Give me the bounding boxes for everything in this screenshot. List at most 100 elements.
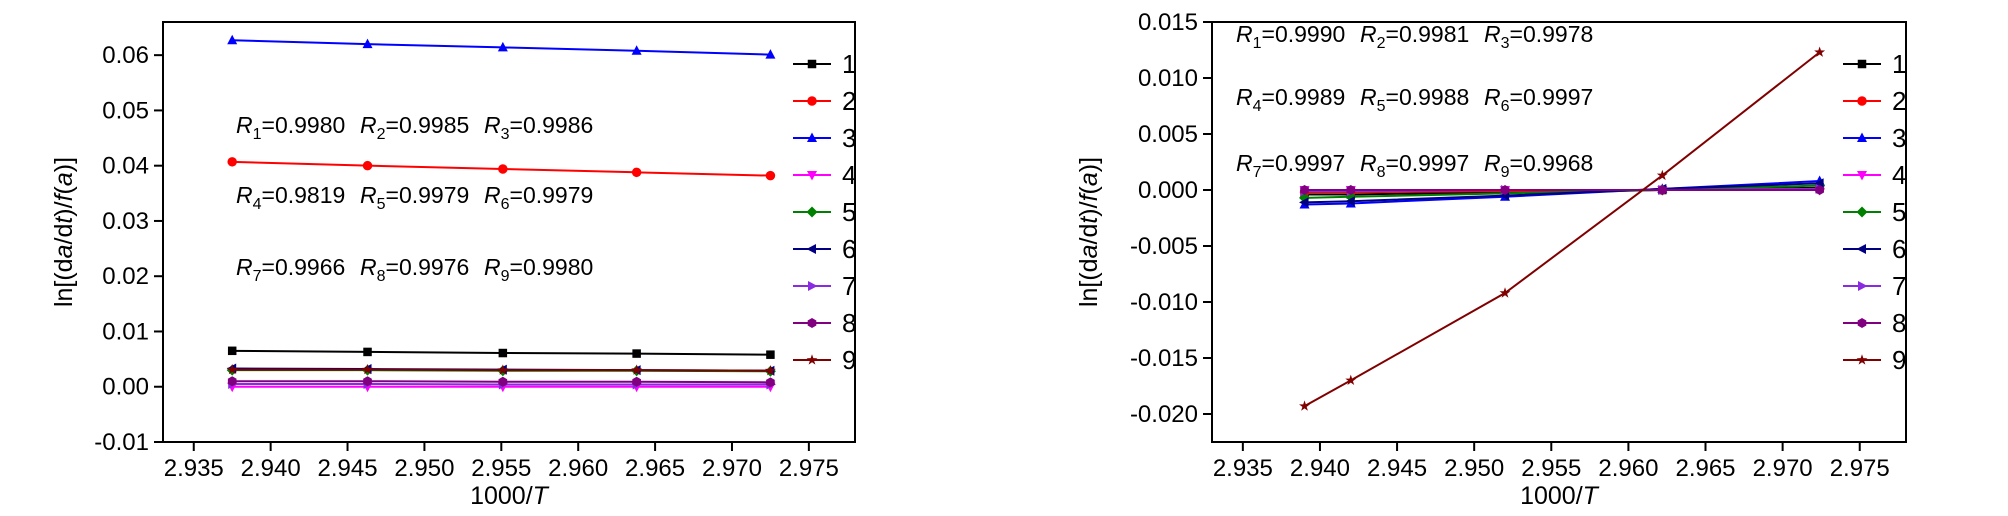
legend-label: 8 <box>1892 308 1906 338</box>
x-tick-label: 2.935 <box>164 455 224 482</box>
r-value-annotation: R8=0.9997 <box>1360 150 1469 181</box>
legend-label: 3 <box>842 123 856 153</box>
legend-label: 4 <box>842 160 856 190</box>
legend-label: 5 <box>1892 197 1906 227</box>
legend-swatch-marker <box>1857 59 1867 69</box>
legend-item-6: 6 <box>1843 234 1906 264</box>
y-tick-label: 0.05 <box>102 97 149 124</box>
legend-item-3: 3 <box>793 123 856 153</box>
r-value-annotation: R7=0.9966 <box>236 254 345 285</box>
x-tick-label: 2.970 <box>1753 455 1813 482</box>
data-point-s1-1 <box>227 346 237 356</box>
data-point-s8-4 <box>1658 185 1667 195</box>
data-point-s8-3 <box>498 376 508 387</box>
data-point-s1-2 <box>363 347 372 357</box>
legend-label: 2 <box>1892 86 1906 116</box>
legend-swatch-marker <box>1857 318 1867 328</box>
legend-item-4: 4 <box>793 160 856 190</box>
legend-label: 9 <box>1892 345 1906 375</box>
legend-swatch-marker <box>1856 244 1866 254</box>
series-9 <box>1299 46 1826 411</box>
plot-frame <box>162 21 856 443</box>
x-tick-label: 2.950 <box>394 455 454 482</box>
x-tick-label: 2.970 <box>702 455 762 482</box>
data-point-s9-5 <box>1814 46 1826 57</box>
data-point-s9-1 <box>1299 400 1310 411</box>
y-tick-label: -0.020 <box>1130 401 1198 428</box>
x-tick-label: 2.950 <box>1444 455 1504 482</box>
data-point-s8-1 <box>227 376 237 387</box>
r-value-annotation: R2=0.9985 <box>360 112 469 143</box>
y-tick-label: -0.01 <box>94 429 149 456</box>
data-point-s6-1 <box>1299 197 1309 208</box>
legend-item-5: 5 <box>1843 197 1906 227</box>
r-value-annotation: R9=0.9968 <box>1484 150 1593 181</box>
series-8 <box>227 376 775 388</box>
legend-swatch-marker <box>1856 206 1868 218</box>
x-tick-label: 2.940 <box>1290 455 1350 482</box>
legend-swatch-marker <box>807 132 817 142</box>
data-point-s9-4 <box>631 364 643 375</box>
legend-item-2: 2 <box>1843 86 1906 116</box>
legend: 1 2 3 4 5 6 7 8 9 <box>793 49 856 375</box>
data-point-s6-5 <box>1814 178 1824 189</box>
y-tick-label: 0.04 <box>102 153 149 180</box>
y-tick-label: 0.010 <box>1138 65 1198 92</box>
r-value-annotation: R6=0.9979 <box>484 182 593 213</box>
data-point-s9-2 <box>1345 374 1357 386</box>
x-tick-label: 2.965 <box>625 455 685 482</box>
data-point-s8-5 <box>766 377 775 388</box>
legend-swatch-marker <box>1857 132 1867 142</box>
data-point-s9-3 <box>497 364 509 375</box>
x-tick-label: 2.960 <box>1598 455 1658 482</box>
r-value-annotation: R9=0.9980 <box>484 254 593 285</box>
legend-item-4: 4 <box>1843 160 1906 190</box>
chart-2: 2.935 2.940 2.945 2.950 2.955 2.960 2.965 2.970… <box>1075 9 1907 510</box>
data-point-s6-2 <box>1345 196 1355 207</box>
y-tick-label: 0.005 <box>1138 121 1198 148</box>
x-tick-label: 2.955 <box>471 455 531 482</box>
y-tick-label: 0.01 <box>102 318 149 345</box>
r-value-annotation: R7=0.9997 <box>1236 150 1345 181</box>
x-tick-label: 2.975 <box>1830 455 1890 482</box>
data-point-s2-4 <box>631 167 642 178</box>
x-tick-label: 2.955 <box>1521 455 1581 482</box>
legend-label: 3 <box>1892 123 1906 153</box>
series-3 <box>227 34 776 59</box>
data-point-s8-3 <box>1500 185 1510 195</box>
x-tick-label: 2.945 <box>1367 455 1427 482</box>
legend-item-9: 9 <box>793 345 856 375</box>
r-value-annotation: R5=0.9979 <box>360 182 469 213</box>
legend-label: 7 <box>842 271 856 301</box>
data-point-s3-1 <box>227 34 238 45</box>
legend-swatch-marker <box>806 354 818 365</box>
data-point-s1-5 <box>766 350 775 359</box>
legend-label: 6 <box>1892 234 1906 264</box>
data-point-s9-4 <box>1656 169 1668 181</box>
y-tick-label: 0.02 <box>102 263 149 290</box>
legend-item-7: 7 <box>1843 271 1906 301</box>
y-tick-label: -0.010 <box>1130 289 1198 316</box>
data-point-s9-2 <box>362 363 373 375</box>
legend-item-7: 7 <box>793 271 856 301</box>
data-point-s8-2 <box>1346 185 1356 195</box>
data-point-s2-1 <box>227 157 237 167</box>
y-axis-label: ln[(da/dt)/f(a)] <box>1075 157 1103 307</box>
data-point-s2-5 <box>765 170 776 181</box>
y-tick-label: -0.005 <box>1130 233 1198 260</box>
y-tick-label: 0.00 <box>102 374 149 401</box>
legend-swatch-marker <box>1858 281 1868 291</box>
y-tick-label: 0.03 <box>102 208 149 235</box>
legend-item-6: 6 <box>793 234 856 264</box>
legend-swatch-marker <box>1857 171 1867 181</box>
data-point-s3-5 <box>765 49 776 59</box>
r-value-annotation: R4=0.9819 <box>236 182 345 213</box>
legend-item-2: 2 <box>793 86 856 116</box>
data-point-s3-2 <box>362 38 373 49</box>
x-tick-label: 2.935 <box>1213 455 1273 482</box>
data-point-s3-4 <box>631 45 642 55</box>
data-point-s8-5 <box>1815 185 1824 195</box>
data-point-s3-3 <box>497 41 508 52</box>
r-value-annotation: R6=0.9997 <box>1484 84 1593 115</box>
y-axis-label: ln[(da/dt)/f(a)] <box>50 157 78 307</box>
